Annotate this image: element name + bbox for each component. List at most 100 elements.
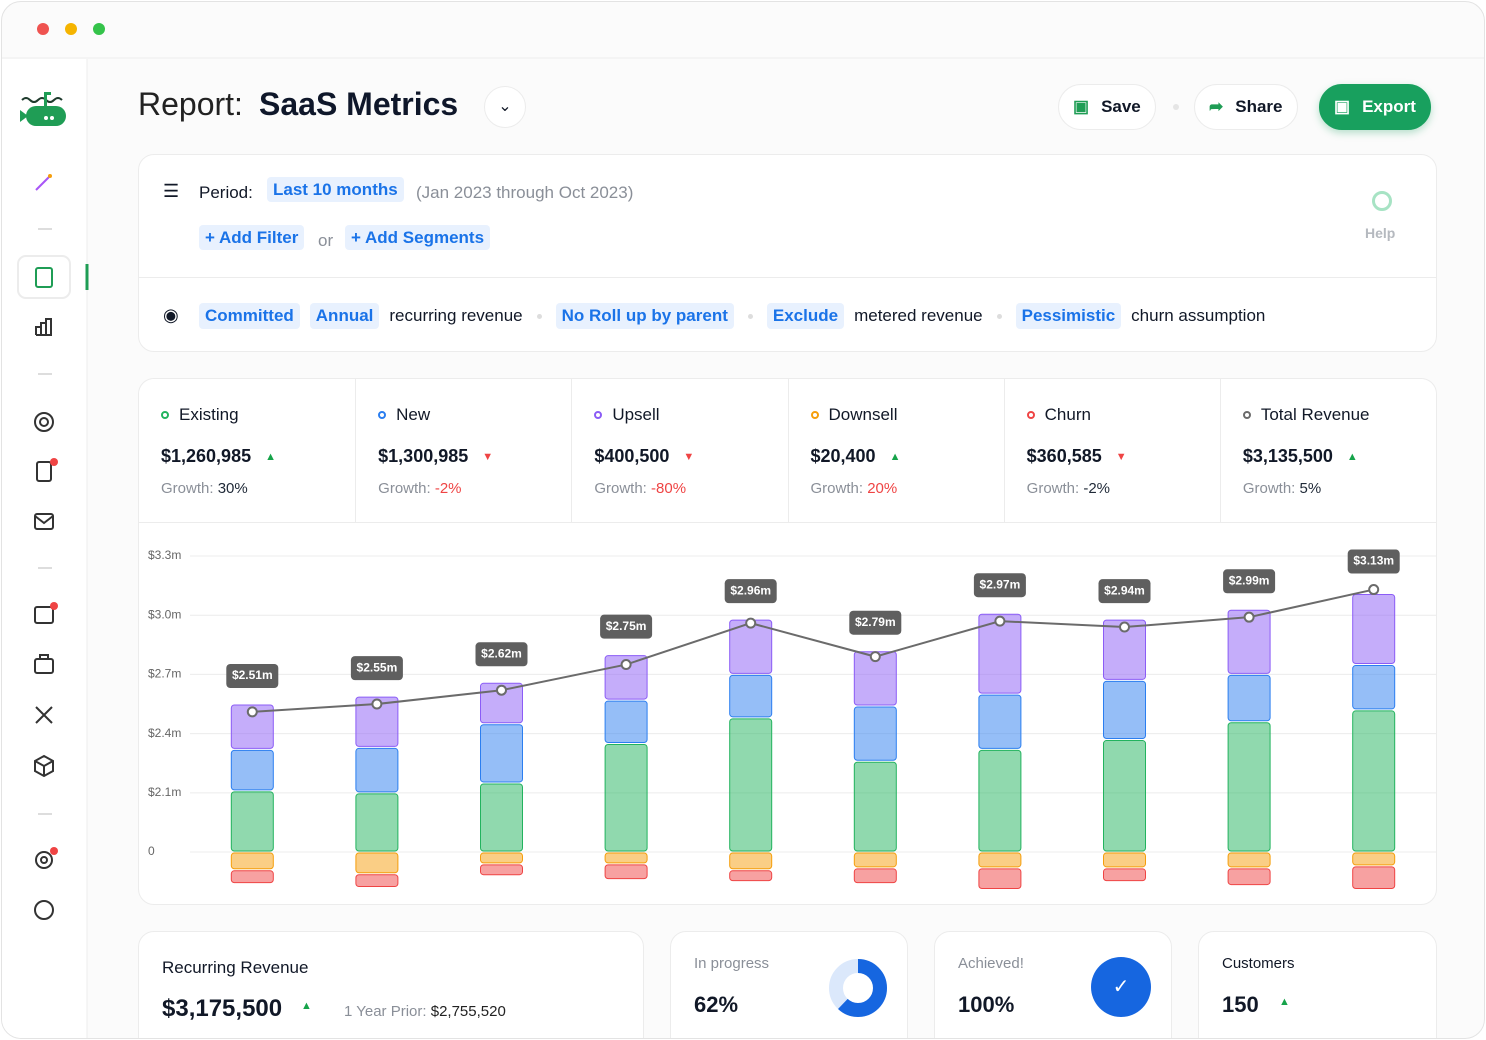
progress-value: 62% [694, 992, 739, 1017]
progress-card: In progress 62% [670, 931, 908, 1038]
growth-label: Growth: [810, 480, 864, 497]
metric-value-row: $1,300,985 ▼ [378, 446, 493, 467]
add-filter[interactable]: + Add Filter [199, 225, 305, 250]
target-icon[interactable] [34, 412, 54, 432]
active-item[interactable] [17, 255, 71, 299]
id-icon[interactable] [34, 606, 54, 624]
metric-value: $20,400 [810, 446, 876, 466]
metric-growth: Growth: -80% [594, 480, 686, 497]
sidebar [2, 59, 87, 1038]
metric-value-row: $400,500 ▼ [594, 446, 694, 467]
metric-value: $1,260,985 [161, 446, 252, 466]
metric-trend: ▼ [683, 450, 695, 463]
growth-label: Growth: [594, 480, 647, 497]
metric: New $1,300,985 ▼ Growth: -2% [355, 379, 571, 523]
growth-value: -2% [1083, 480, 1111, 497]
filter-divider [139, 277, 1436, 278]
metric-trend: ▼ [1115, 450, 1127, 463]
report-icon[interactable] [35, 267, 53, 288]
metric-trend: ▲ [1346, 450, 1358, 463]
growth-value: -80% [651, 480, 687, 497]
period-chip[interactable]: Last 10 months [267, 177, 404, 202]
separator-dot [996, 313, 1002, 319]
title-dropdown[interactable]: ⌄ [484, 86, 526, 128]
export-button[interactable]: ▣ Export [1319, 84, 1431, 130]
metric-trend: ▼ [482, 450, 494, 463]
customers-card: Customers 150 ▲ [1198, 931, 1437, 1038]
legend-label: Upsell [612, 405, 660, 424]
legend-label: New [396, 405, 431, 424]
filter-card: ☰ Period: Last 10 months (Jan 2023 throu… [138, 154, 1437, 352]
or-text: or [318, 231, 334, 250]
metric: Existing $1,260,985 ▲ Growth: 30% [139, 379, 355, 523]
legend-label: Total Revenue [1260, 405, 1370, 424]
setting-chip[interactable]: No Roll up by parent [555, 303, 734, 329]
minimize-dot[interactable] [65, 23, 77, 35]
separator-dot [1173, 104, 1179, 110]
chart-icon[interactable] [35, 318, 52, 336]
setting-chip[interactable]: Annual [309, 303, 380, 329]
help-icon[interactable] [34, 900, 54, 920]
metrics: Existing $1,260,985 ▲ Growth: 30% New $1,300,… [139, 379, 1436, 523]
growth-label: Growth: [378, 480, 431, 497]
legend-dot [594, 411, 603, 419]
setting-chip[interactable]: Committed [199, 303, 300, 329]
legend-dot [810, 411, 819, 419]
metric-growth: Growth: 20% [811, 480, 898, 497]
separator-dot [747, 313, 753, 319]
customers-title: Customers [1222, 955, 1295, 972]
legend-label: Existing [179, 405, 239, 424]
magic-icon[interactable] [35, 175, 51, 191]
setting-text: recurring revenue [389, 306, 523, 325]
setting-chip[interactable]: Pessimistic [1015, 303, 1122, 329]
close-dot[interactable] [37, 23, 49, 35]
share-button[interactable]: ➦ Share [1194, 84, 1298, 130]
eye-icon: ◉ [163, 305, 179, 325]
metric: Upsell $400,500 ▼ Growth: -80% [571, 379, 787, 523]
metric-value-row: $1,260,985 ▲ [161, 446, 276, 467]
achieved-title: Achieved! [958, 955, 1024, 972]
tools-icon[interactable] [35, 706, 53, 724]
growth-value: -2% [434, 480, 462, 497]
report-prefix: Report: [138, 86, 243, 122]
help-label[interactable]: Help [1365, 225, 1396, 241]
legend-dot [161, 411, 169, 419]
zoom-dot[interactable] [93, 23, 105, 35]
briefcase-icon[interactable] [34, 658, 54, 674]
mail-icon[interactable] [34, 513, 54, 530]
metric: Downsell $20,400 ▲ Growth: 20% [787, 379, 1004, 523]
add-segments[interactable]: + Add Segments [345, 225, 491, 250]
growth-label: Growth: [1242, 480, 1296, 497]
settings-icon[interactable] [35, 851, 53, 869]
growth-label: Growth: [161, 480, 214, 497]
achieved-value: 100% [958, 992, 1015, 1017]
cube-icon[interactable] [34, 754, 54, 778]
legend-label: Downsell [828, 405, 898, 424]
save-label: Save [1101, 97, 1141, 116]
help-ring[interactable] [1372, 191, 1392, 211]
metric-name: Total Revenue [1242, 405, 1370, 425]
filter-icon: ☰ [163, 181, 180, 201]
donut-value [829, 959, 887, 1017]
metric-trend: ▲ [265, 450, 276, 463]
metric-value: $3,135,500 [1242, 446, 1333, 466]
legend-dot [378, 411, 387, 419]
setting-chip[interactable]: Exclude [766, 303, 845, 329]
prior-value: $2,755,520 [430, 1003, 506, 1020]
separator-dot [536, 313, 542, 319]
metric-growth: Growth: 30% [161, 480, 248, 497]
recurring-trend: ▲ [301, 1000, 312, 1012]
growth-value: 5% [1299, 480, 1322, 497]
receipt-icon[interactable] [36, 461, 52, 482]
metric-growth: Growth: -2% [1027, 480, 1110, 497]
metric: Churn $360,585 ▼ Growth: -2% [1003, 379, 1220, 523]
metric-growth: Growth: 5% [1243, 480, 1321, 497]
save-button[interactable]: ▣ Save [1058, 84, 1156, 130]
period-label: Period: [199, 183, 253, 202]
export-label: Export [1362, 97, 1416, 116]
metric-value: $400,500 [594, 446, 670, 466]
growth-value: 30% [217, 480, 248, 497]
metrics-card: Existing $1,260,985 ▲ Growth: 30% New $1,300,… [138, 378, 1437, 905]
